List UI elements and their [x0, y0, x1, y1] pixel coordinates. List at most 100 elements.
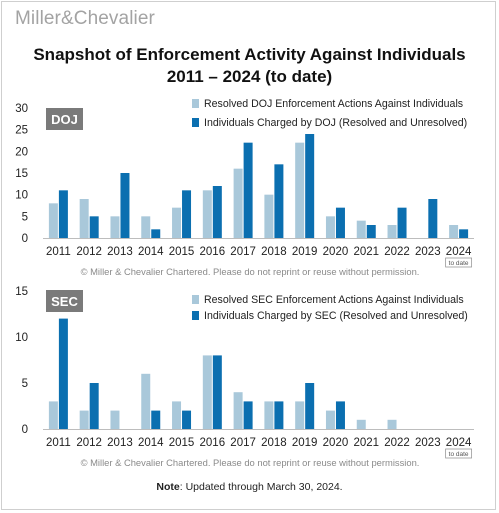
bar-doj-resolved-2017	[233, 168, 243, 238]
legend-swatch-sec-1	[192, 311, 199, 320]
y-tick-label-doj-25: 25	[15, 125, 28, 137]
bar-doj-resolved-2018	[264, 194, 274, 238]
badge-label-sec: SEC	[51, 294, 78, 309]
x-tick-label-sec-2016: 2016	[200, 437, 226, 449]
x-tick-label-doj-2020: 2020	[323, 246, 349, 258]
bar-doj-charged-2023	[428, 199, 438, 238]
bar-sec-charged-2012	[89, 383, 99, 429]
legend-label-doj-1: Individuals Charged by DOJ (Resolved and…	[204, 117, 467, 129]
legend-label-doj-0: Resolved DOJ Enforcement Actions Against…	[204, 98, 463, 110]
y-tick-label-doj-15: 15	[15, 168, 28, 180]
y-tick-label-sec-0: 0	[22, 424, 28, 436]
bar-sec-resolved-2020	[325, 410, 335, 429]
badge-label-doj: DOJ	[51, 112, 78, 127]
bar-sec-charged-2017	[243, 401, 253, 429]
x-tick-label-sec-2017: 2017	[230, 437, 256, 449]
bar-sec-resolved-2019	[295, 401, 305, 429]
bar-doj-charged-2017	[243, 142, 253, 238]
bar-doj-resolved-2016	[202, 190, 212, 238]
bar-doj-resolved-2011	[48, 203, 58, 238]
bar-doj-resolved-2012	[79, 199, 89, 238]
x-tick-label-sec-2015: 2015	[169, 437, 195, 449]
x-tick-label-doj-2019: 2019	[292, 246, 318, 258]
x-tick-label-doj-2015: 2015	[169, 246, 195, 258]
x-tick-label-sec-2018: 2018	[261, 437, 287, 449]
bar-sec-charged-2016	[212, 355, 222, 429]
bar-sec-resolved-2018	[264, 401, 274, 429]
x-tick-label-sec-2020: 2020	[323, 437, 349, 449]
logo-text-1: Miller	[15, 8, 61, 29]
x-tick-label-doj-2012: 2012	[76, 246, 102, 258]
bar-doj-resolved-2022	[387, 225, 397, 238]
copyright-doj: © Miller & Chevalier Chartered. Please d…	[81, 266, 420, 277]
bar-sec-resolved-2017	[233, 392, 243, 429]
y-tick-label-doj-20: 20	[15, 146, 28, 158]
chart-title-line-2: 2011 – 2024 (to date)	[166, 67, 333, 86]
bar-doj-charged-2020	[335, 207, 345, 238]
bar-sec-charged-2015	[182, 410, 192, 429]
badge-doj	[46, 108, 83, 130]
bar-sec-charged-2018	[274, 401, 284, 429]
x-tick-label-doj-2024: 2024	[446, 246, 472, 258]
bar-doj-charged-2016	[212, 186, 222, 238]
copyright-sec: © Miller & Chevalier Chartered. Please d…	[81, 457, 420, 468]
x-tick-label-doj-2018: 2018	[261, 246, 287, 258]
bar-doj-charged-2022	[397, 207, 407, 238]
x-tick-label-doj-2016: 2016	[200, 246, 226, 258]
bar-doj-charged-2014	[151, 229, 161, 238]
bar-doj-charged-2011	[58, 190, 68, 238]
to-date-label-doj: to date	[449, 260, 469, 267]
x-tick-label-doj-2022: 2022	[384, 246, 410, 258]
bar-doj-resolved-2015	[172, 207, 182, 238]
bar-sec-resolved-2014	[141, 373, 151, 429]
brand-logo: Miller&Chevalier	[15, 8, 155, 30]
footnote-label: Note	[156, 481, 180, 493]
bar-doj-resolved-2021	[356, 220, 366, 238]
x-tick-label-sec-2022: 2022	[384, 437, 410, 449]
bar-sec-charged-2011	[58, 318, 68, 429]
y-tick-label-doj-5: 5	[22, 211, 28, 223]
x-tick-label-sec-2013: 2013	[107, 437, 133, 449]
footnote-text: : Updated through March 30, 2024.	[179, 481, 343, 493]
bar-sec-resolved-2022	[387, 419, 397, 429]
x-tick-label-doj-2013: 2013	[107, 246, 133, 258]
bar-doj-resolved-2024	[449, 225, 459, 238]
badge-sec	[46, 290, 83, 312]
y-tick-label-sec-5: 5	[22, 378, 28, 390]
logo-ampersand: &	[61, 8, 74, 29]
bar-doj-resolved-2014	[141, 216, 151, 238]
bar-sec-resolved-2016	[202, 355, 212, 429]
bar-doj-charged-2013	[120, 173, 130, 238]
x-tick-label-sec-2014: 2014	[138, 437, 164, 449]
bar-doj-charged-2018	[274, 164, 284, 238]
logo-text-2: Chevalier	[73, 8, 155, 29]
bar-sec-resolved-2021	[356, 419, 366, 429]
x-tick-label-doj-2017: 2017	[230, 246, 256, 258]
x-tick-label-sec-2021: 2021	[353, 437, 379, 449]
legend-swatch-doj-1	[192, 118, 199, 127]
bar-doj-charged-2015	[182, 190, 192, 238]
bar-doj-resolved-2019	[295, 142, 305, 238]
x-tick-label-sec-2012: 2012	[76, 437, 102, 449]
x-tick-label-sec-2011: 2011	[46, 437, 71, 449]
legend-label-sec-0: Resolved SEC Enforcement Actions Against…	[204, 294, 464, 306]
legend-label-sec-1: Individuals Charged by SEC (Resolved and…	[204, 310, 468, 322]
bar-doj-charged-2021	[366, 225, 376, 238]
x-tick-label-doj-2023: 2023	[415, 246, 441, 258]
y-tick-label-doj-30: 30	[15, 103, 28, 115]
bar-sec-charged-2020	[335, 401, 345, 429]
bar-doj-charged-2024	[459, 229, 469, 238]
bar-sec-charged-2014	[151, 410, 161, 429]
y-tick-label-sec-15: 15	[15, 286, 28, 298]
footnote: Note: Updated through March 30, 2024.	[0, 481, 499, 493]
bar-sec-resolved-2013	[110, 410, 120, 429]
legend-swatch-doj-0	[192, 99, 199, 108]
bar-doj-charged-2012	[89, 216, 99, 238]
y-tick-label-doj-0: 0	[22, 233, 28, 245]
x-tick-label-sec-2024: 2024	[446, 437, 472, 449]
bar-doj-charged-2019	[305, 134, 315, 238]
x-tick-label-doj-2021: 2021	[353, 246, 379, 258]
chart-title-line-1: Snapshot of Enforcement Activity Against…	[33, 45, 466, 64]
to-date-label-sec: to date	[449, 451, 469, 458]
